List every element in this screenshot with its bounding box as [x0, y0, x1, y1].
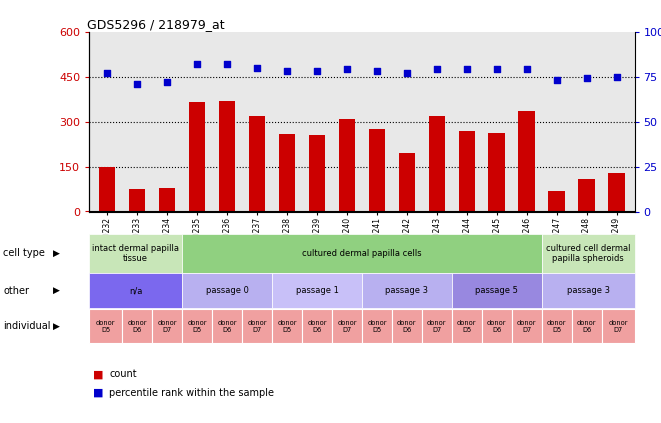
Point — [102, 70, 112, 77]
Text: donor
D5: donor D5 — [96, 320, 116, 332]
Text: donor
D6: donor D6 — [487, 320, 506, 332]
Text: percentile rank within the sample: percentile rank within the sample — [109, 387, 274, 398]
Point — [162, 79, 173, 85]
Bar — [399, 153, 415, 212]
Bar — [249, 115, 265, 212]
Bar — [309, 135, 325, 212]
Bar — [189, 102, 206, 212]
Point — [222, 60, 233, 67]
Text: donor
D7: donor D7 — [247, 320, 267, 332]
Text: donor
D6: donor D6 — [307, 320, 327, 332]
Point — [522, 66, 532, 73]
Text: passage 5: passage 5 — [475, 286, 518, 295]
Text: donor
D6: donor D6 — [397, 320, 416, 332]
Bar — [219, 101, 235, 212]
Bar — [279, 134, 295, 212]
Bar — [488, 133, 505, 212]
Point — [611, 73, 622, 80]
Text: ▶: ▶ — [54, 286, 60, 295]
Text: cell type: cell type — [3, 248, 45, 258]
Text: donor
D6: donor D6 — [217, 320, 237, 332]
Point — [551, 77, 562, 84]
Text: other: other — [3, 286, 29, 296]
Point — [342, 66, 352, 73]
Text: donor
D7: donor D7 — [427, 320, 447, 332]
Point — [401, 70, 412, 77]
Point — [312, 68, 323, 75]
Text: intact dermal papilla
tissue: intact dermal papilla tissue — [92, 244, 179, 263]
Text: donor
D5: donor D5 — [187, 320, 207, 332]
Point — [461, 66, 472, 73]
Text: passage 1: passage 1 — [295, 286, 338, 295]
Text: ■: ■ — [93, 387, 103, 398]
Text: cultured dermal papilla cells: cultured dermal papilla cells — [302, 249, 422, 258]
Text: passage 3: passage 3 — [566, 286, 609, 295]
Text: ■: ■ — [93, 369, 103, 379]
Text: individual: individual — [3, 321, 51, 331]
Point — [282, 68, 292, 75]
Bar — [578, 179, 595, 212]
Bar — [369, 129, 385, 212]
Bar — [549, 191, 565, 212]
Text: donor
D5: donor D5 — [277, 320, 297, 332]
Point — [432, 66, 442, 73]
Bar — [159, 188, 175, 212]
Text: ▶: ▶ — [54, 249, 60, 258]
Text: donor
D6: donor D6 — [128, 320, 147, 332]
Text: passage 3: passage 3 — [385, 286, 428, 295]
Point — [192, 60, 202, 67]
Text: donor
D7: donor D7 — [608, 320, 628, 332]
Text: donor
D7: donor D7 — [157, 320, 177, 332]
Bar — [428, 115, 445, 212]
Bar — [608, 173, 625, 212]
Text: donor
D5: donor D5 — [457, 320, 477, 332]
Bar — [459, 131, 475, 212]
Point — [581, 75, 592, 82]
Bar — [518, 111, 535, 212]
Bar — [129, 189, 145, 212]
Bar — [99, 167, 116, 212]
Text: count: count — [109, 369, 137, 379]
Point — [252, 64, 262, 71]
Text: ▶: ▶ — [54, 321, 60, 331]
Text: donor
D7: donor D7 — [337, 320, 357, 332]
Text: passage 0: passage 0 — [206, 286, 249, 295]
Text: donor
D5: donor D5 — [367, 320, 387, 332]
Bar — [338, 118, 355, 212]
Text: cultured cell dermal
papilla spheroids: cultured cell dermal papilla spheroids — [546, 244, 631, 263]
Text: GDS5296 / 218979_at: GDS5296 / 218979_at — [87, 18, 224, 30]
Text: donor
D7: donor D7 — [517, 320, 537, 332]
Text: n/a: n/a — [129, 286, 142, 295]
Point — [371, 68, 382, 75]
Point — [491, 66, 502, 73]
Text: donor
D6: donor D6 — [577, 320, 596, 332]
Point — [132, 80, 143, 87]
Text: donor
D5: donor D5 — [547, 320, 566, 332]
